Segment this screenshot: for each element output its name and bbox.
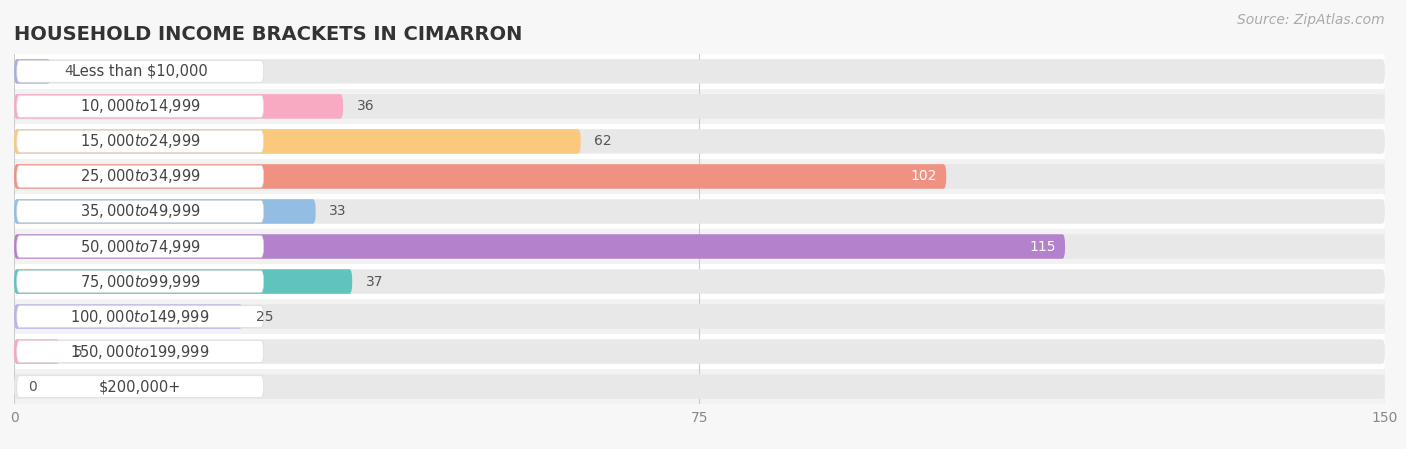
FancyBboxPatch shape — [14, 164, 946, 189]
Text: Less than $10,000: Less than $10,000 — [72, 64, 208, 79]
FancyBboxPatch shape — [17, 271, 263, 292]
Text: 115: 115 — [1029, 239, 1056, 254]
Text: 37: 37 — [366, 274, 384, 289]
FancyBboxPatch shape — [0, 334, 1403, 369]
FancyBboxPatch shape — [14, 304, 1385, 329]
FancyBboxPatch shape — [14, 199, 1385, 224]
FancyBboxPatch shape — [14, 164, 1385, 189]
FancyBboxPatch shape — [0, 229, 1403, 264]
Text: $150,000 to $199,999: $150,000 to $199,999 — [70, 343, 209, 361]
FancyBboxPatch shape — [17, 96, 263, 117]
Text: $10,000 to $14,999: $10,000 to $14,999 — [80, 97, 201, 115]
FancyBboxPatch shape — [14, 94, 343, 119]
FancyBboxPatch shape — [0, 299, 1403, 334]
Text: 0: 0 — [28, 379, 37, 394]
Text: $100,000 to $149,999: $100,000 to $149,999 — [70, 308, 209, 326]
FancyBboxPatch shape — [0, 264, 1403, 299]
FancyBboxPatch shape — [17, 376, 263, 397]
FancyBboxPatch shape — [0, 124, 1403, 159]
FancyBboxPatch shape — [14, 234, 1385, 259]
FancyBboxPatch shape — [14, 129, 581, 154]
FancyBboxPatch shape — [14, 304, 243, 329]
FancyBboxPatch shape — [17, 341, 263, 362]
Text: $75,000 to $99,999: $75,000 to $99,999 — [80, 273, 201, 291]
Text: Source: ZipAtlas.com: Source: ZipAtlas.com — [1237, 13, 1385, 27]
Text: $25,000 to $34,999: $25,000 to $34,999 — [80, 167, 201, 185]
FancyBboxPatch shape — [17, 201, 263, 222]
Text: HOUSEHOLD INCOME BRACKETS IN CIMARRON: HOUSEHOLD INCOME BRACKETS IN CIMARRON — [14, 25, 523, 44]
FancyBboxPatch shape — [14, 269, 353, 294]
Text: 62: 62 — [595, 134, 612, 149]
Text: 33: 33 — [329, 204, 347, 219]
Text: $15,000 to $24,999: $15,000 to $24,999 — [80, 132, 201, 150]
Text: 102: 102 — [911, 169, 938, 184]
FancyBboxPatch shape — [14, 129, 1385, 154]
FancyBboxPatch shape — [17, 236, 263, 257]
FancyBboxPatch shape — [0, 159, 1403, 194]
FancyBboxPatch shape — [17, 306, 263, 327]
FancyBboxPatch shape — [14, 374, 1385, 399]
FancyBboxPatch shape — [14, 269, 1385, 294]
FancyBboxPatch shape — [17, 131, 263, 152]
Text: $35,000 to $49,999: $35,000 to $49,999 — [80, 202, 201, 220]
FancyBboxPatch shape — [17, 61, 263, 82]
FancyBboxPatch shape — [14, 339, 1385, 364]
FancyBboxPatch shape — [0, 54, 1403, 89]
Text: 25: 25 — [256, 309, 274, 324]
FancyBboxPatch shape — [0, 369, 1403, 404]
FancyBboxPatch shape — [14, 199, 316, 224]
Text: 36: 36 — [357, 99, 374, 114]
FancyBboxPatch shape — [17, 166, 263, 187]
FancyBboxPatch shape — [0, 89, 1403, 124]
Text: $200,000+: $200,000+ — [98, 379, 181, 394]
FancyBboxPatch shape — [14, 94, 1385, 119]
FancyBboxPatch shape — [0, 194, 1403, 229]
Text: 4: 4 — [65, 64, 73, 79]
FancyBboxPatch shape — [14, 339, 60, 364]
Text: 5: 5 — [73, 344, 82, 359]
Text: $50,000 to $74,999: $50,000 to $74,999 — [80, 238, 201, 255]
FancyBboxPatch shape — [14, 59, 51, 84]
FancyBboxPatch shape — [14, 59, 1385, 84]
FancyBboxPatch shape — [14, 234, 1066, 259]
